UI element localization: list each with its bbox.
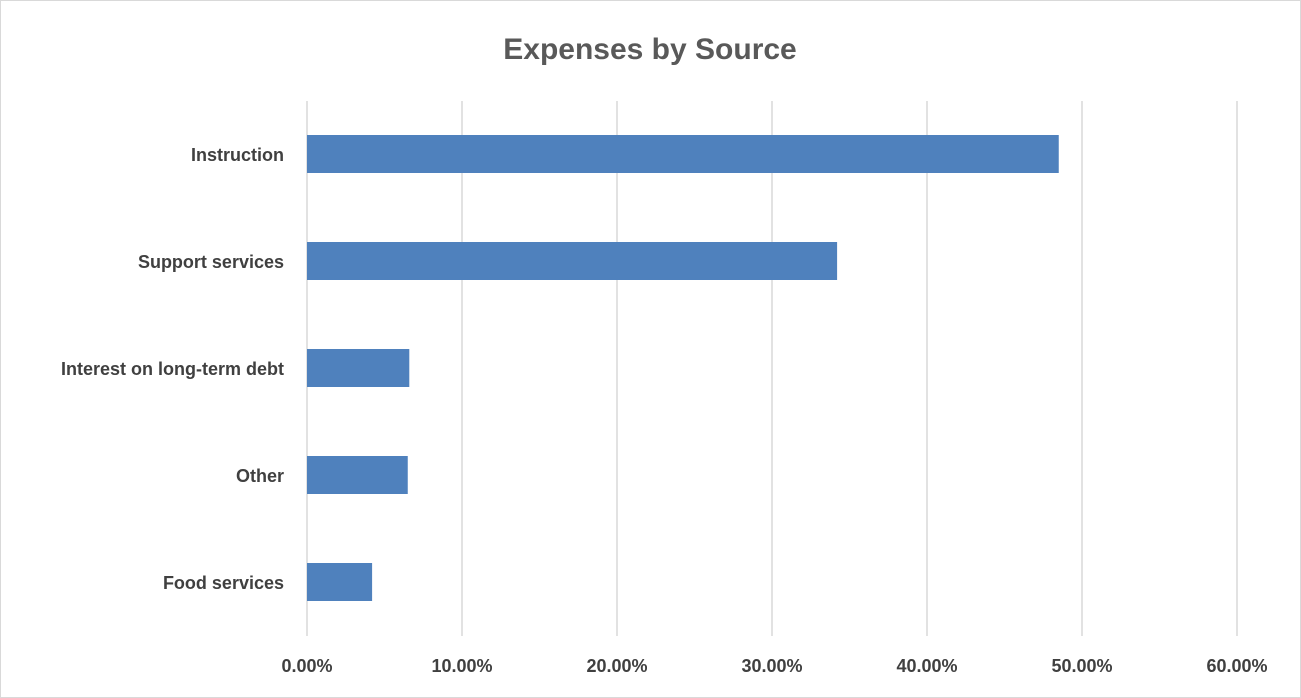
category-label: Interest on long-term debt [61, 359, 284, 379]
x-axis-ticks: 0.00% 10.00% 20.00% 30.00% 40.00% 50.00% 60.00… [281, 656, 1267, 676]
x-tick-label: 0.00% [281, 656, 332, 676]
x-tick-label: 40.00% [896, 656, 957, 676]
x-tick-label: 60.00% [1206, 656, 1267, 676]
bar-interest-on-long-term-debt [307, 349, 410, 387]
bar-instruction [307, 135, 1059, 173]
bar-other [307, 456, 408, 494]
category-labels: Instruction Support services Interest on l… [61, 145, 284, 593]
category-label: Support services [138, 252, 284, 272]
chart-title: Expenses by Source [503, 33, 796, 66]
bar-support-services [307, 242, 838, 280]
gridlines [306, 101, 1238, 636]
category-label: Other [236, 466, 284, 486]
bars [307, 135, 1059, 601]
x-tick-label: 10.00% [431, 656, 492, 676]
category-label: Food services [163, 573, 284, 593]
x-tick-label: 30.00% [741, 656, 802, 676]
category-label: Instruction [191, 145, 284, 165]
x-tick-label: 50.00% [1051, 656, 1112, 676]
bar-food-services [307, 563, 373, 601]
x-tick-label: 20.00% [586, 656, 647, 676]
